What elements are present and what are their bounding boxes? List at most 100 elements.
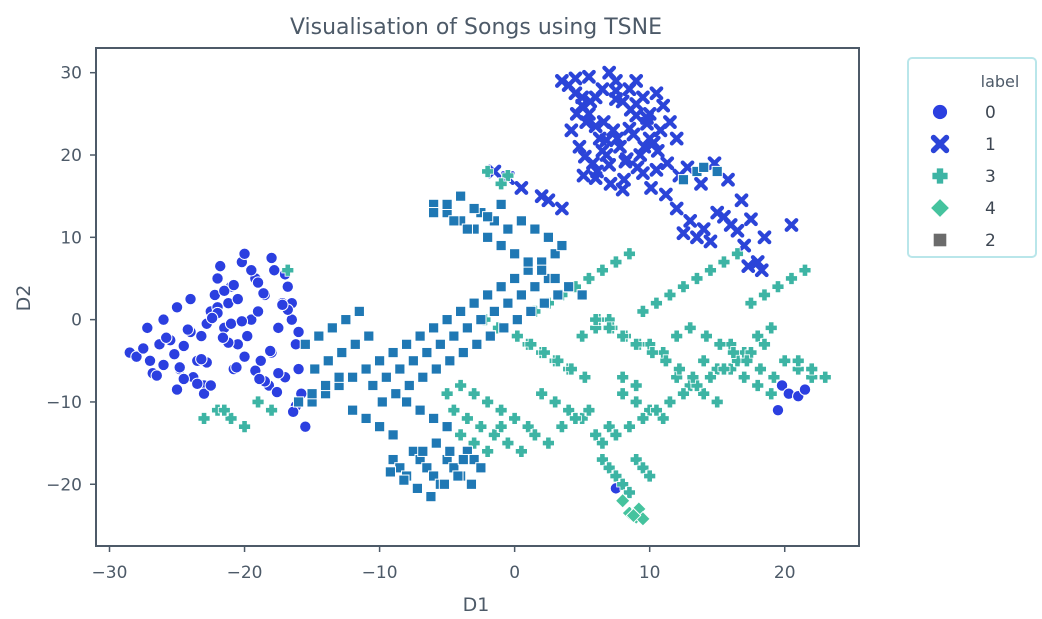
data-point-label-2	[363, 330, 375, 342]
data-point-label-3	[717, 362, 731, 376]
data-point-label-1	[649, 86, 664, 101]
data-point-label-1	[650, 143, 665, 158]
x-tick-label: 20	[774, 563, 796, 583]
data-point-label-3	[265, 403, 278, 417]
data-point-label-2	[417, 371, 429, 383]
data-point-label-3	[764, 321, 778, 335]
data-point-label-3	[474, 420, 488, 434]
data-point-label-3	[454, 428, 468, 442]
x-axis-label: D1	[463, 594, 490, 616]
y-tick-label: −10	[46, 393, 82, 413]
data-point-label-2	[576, 289, 588, 301]
x-tick-label: −30	[92, 563, 128, 583]
data-point-label-3	[575, 329, 589, 343]
legend-label-3: 3	[985, 167, 996, 187]
data-point-label-2	[677, 174, 690, 186]
data-point-label-3	[440, 387, 454, 401]
data-point-label-0	[195, 329, 208, 343]
data-point-label-1	[741, 259, 756, 274]
data-point-label-0	[264, 344, 277, 358]
data-point-label-2	[498, 322, 510, 334]
data-point-label-2	[515, 215, 527, 227]
data-point-label-3	[764, 387, 778, 401]
data-point-label-0	[177, 339, 190, 353]
data-point-label-3	[771, 280, 785, 294]
data-point-label-2	[502, 297, 514, 309]
legend-label-0: 0	[985, 103, 996, 123]
data-point-label-2	[336, 346, 348, 359]
data-point-label-3	[636, 412, 650, 425]
data-point-label-3	[670, 329, 684, 343]
data-point-label-0	[130, 350, 143, 363]
data-point-label-3	[616, 370, 630, 384]
data-point-label-0	[231, 292, 244, 306]
data-point-label-3	[616, 387, 630, 401]
data-point-label-1	[680, 160, 695, 175]
data-point-label-3	[629, 395, 643, 409]
data-point-label-0	[253, 372, 266, 386]
data-point-label-3	[535, 387, 549, 401]
data-point-label-3	[758, 288, 771, 302]
data-point-label-3	[818, 370, 832, 384]
data-point-label-3	[564, 362, 578, 376]
x-tick-label: 0	[509, 563, 520, 583]
data-point-label-0	[775, 379, 789, 392]
data-point-label-2	[441, 314, 453, 326]
data-point-label-0	[168, 348, 181, 361]
data-point-label-3	[744, 296, 758, 310]
data-point-label-2	[552, 289, 564, 301]
data-point-label-1	[618, 154, 633, 169]
data-point-label-3	[501, 436, 515, 450]
data-point-label-0	[197, 387, 211, 400]
data-point-label-2	[563, 281, 575, 293]
data-point-label-1	[514, 181, 529, 195]
y-tick-label: −20	[46, 475, 82, 495]
data-point-label-3	[501, 169, 515, 182]
data-point-label-3	[727, 346, 740, 359]
data-point-label-2	[542, 231, 554, 243]
data-point-label-2	[346, 404, 359, 416]
data-point-label-3	[555, 420, 569, 434]
data-point-label-2	[425, 491, 437, 503]
data-point-label-1	[609, 92, 623, 106]
data-point-label-1	[569, 106, 584, 121]
data-point-label-1	[683, 213, 698, 228]
data-point-label-2	[353, 305, 365, 318]
data-point-label-3	[623, 486, 636, 499]
data-point-label-2	[698, 161, 710, 173]
data-point-label-2	[468, 453, 480, 466]
data-point-label-3	[281, 263, 295, 277]
data-point-label-2	[367, 379, 379, 392]
data-point-label-3	[551, 354, 565, 368]
y-axis-label: D2	[13, 285, 35, 312]
data-point-label-2	[452, 470, 464, 482]
data-point-label-2	[373, 421, 386, 433]
data-point-label-1	[640, 116, 654, 131]
data-point-label-2	[309, 363, 321, 375]
data-point-label-2	[403, 379, 415, 392]
data-point-label-3	[629, 337, 643, 351]
data-point-label-3	[510, 329, 524, 343]
legend: label 0 1 3 4 2	[907, 57, 1037, 258]
data-point-label-2	[515, 289, 527, 301]
data-point-label-1	[629, 108, 644, 123]
data-point-label-2	[455, 190, 467, 202]
data-point-label-3	[663, 395, 677, 409]
data-point-label-1	[629, 74, 644, 88]
data-point-label-3	[582, 403, 596, 417]
data-point-label-3	[589, 313, 603, 327]
data-point-label-3	[704, 370, 717, 384]
data-point-label-2	[482, 211, 494, 223]
data-point-label-0	[281, 280, 294, 293]
data-point-label-2	[322, 355, 334, 367]
data-point-label-3	[791, 354, 805, 368]
data-point-label-2	[511, 314, 523, 326]
data-point-label-1	[703, 234, 718, 249]
data-point-label-0	[177, 372, 190, 386]
data-point-label-3	[616, 329, 630, 343]
legend-marker-2	[932, 232, 948, 248]
data-point-label-0	[257, 287, 270, 300]
data-point-label-3	[717, 255, 731, 269]
data-point-label-1	[603, 176, 618, 191]
